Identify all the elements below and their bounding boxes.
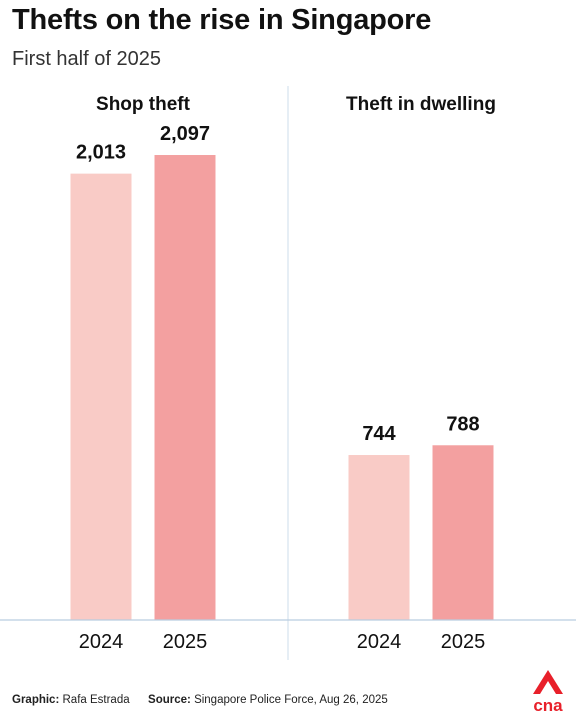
data-label-1-2024: 744 (362, 423, 396, 445)
x-tick-label-1-2024: 2024 (357, 631, 402, 653)
x-tick-label-1-2025: 2025 (441, 631, 486, 653)
panel-title-1: Theft in dwelling (346, 94, 496, 115)
chart-title: Thefts on the rise in Singapore (12, 4, 432, 36)
data-label-0-2024: 2,013 (76, 142, 126, 164)
source-credit: Singapore Police Force, Aug 26, 2025 (194, 694, 388, 706)
graphic-label: Graphic: (12, 694, 60, 706)
cna-logo-text: cna (533, 696, 563, 714)
bar-0-2025 (154, 155, 216, 620)
data-label-0-2025: 2,097 (160, 123, 210, 145)
bar-1-2024 (348, 455, 410, 620)
source-label: Source: (148, 694, 191, 706)
x-tick-label-0-2024: 2024 (79, 631, 124, 653)
x-tick-label-0-2025: 2025 (163, 631, 208, 653)
cna-logo-icon: cna (533, 670, 563, 714)
panel-title-0: Shop theft (96, 94, 191, 115)
graphic-credit: Rafa Estrada (62, 694, 130, 706)
footer-credits: Graphic: Rafa Estrada Source: Singapore … (12, 694, 388, 706)
bar-0-2024 (70, 173, 132, 620)
bar-1-2025 (432, 445, 494, 620)
data-label-1-2025: 788 (446, 413, 479, 435)
chart-subtitle: First half of 2025 (12, 48, 161, 70)
cna-logo-mark (533, 670, 563, 694)
